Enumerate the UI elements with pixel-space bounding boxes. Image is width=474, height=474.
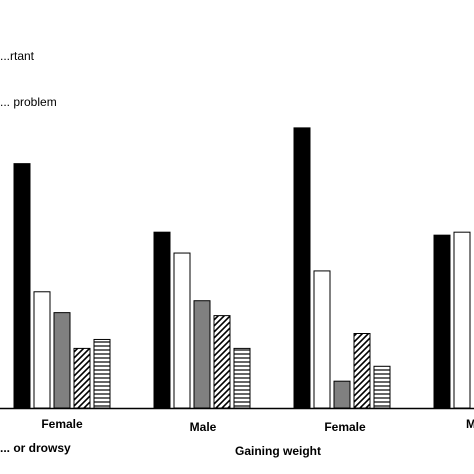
category-label-3: Female [324,420,366,434]
bar-solid-gray-1 [53,312,71,409]
bar-white-3 [313,270,331,409]
category-label-2: Male [190,420,217,434]
bar-solid-black-3 [293,127,311,409]
bar-white-1 [33,291,51,409]
bar-solid-black-4 [433,234,451,409]
category-label-4: M... [466,417,474,431]
bar-horizontal-hatch-2 [233,347,251,409]
bar-solid-gray-2 [193,300,211,409]
group-label-1: ... or drowsy [0,441,71,455]
bar-group [13,127,471,409]
bar-solid-gray-3 [333,380,351,409]
bar-white-4 [453,231,471,409]
legend-label-1: ...rtant [0,49,35,63]
bar-white-2 [173,252,191,409]
bar-solid-black-1 [13,163,31,409]
legend-label-2: ... problem [0,95,57,109]
bar-horizontal-hatch-1 [93,338,111,409]
group-label-2: Gaining weight [235,444,321,458]
bar-diagonal-hatch-3 [353,333,371,409]
bar-solid-black-2 [153,231,171,409]
bar-diagonal-hatch-2 [213,315,231,409]
category-label-1: Female [41,417,83,431]
bar-horizontal-hatch-3 [373,365,391,409]
bar-diagonal-hatch-1 [73,347,91,409]
